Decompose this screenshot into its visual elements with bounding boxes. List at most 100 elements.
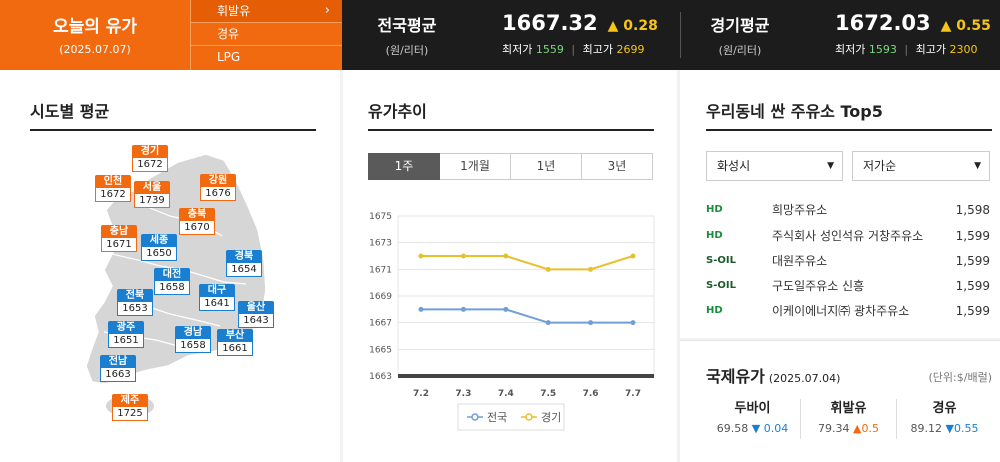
- station-row[interactable]: S-OIL 구도일주유소 신흥 1,599: [706, 273, 990, 299]
- pin-jeonnam[interactable]: 전남 1663: [100, 355, 136, 382]
- pin-ulsan[interactable]: 울산 1643: [238, 301, 274, 328]
- intl-item-name: 두바이: [734, 401, 771, 416]
- data-point: [460, 253, 466, 259]
- legend-marker: [471, 413, 479, 421]
- s-oil-logo-icon: S-OIL: [706, 255, 736, 266]
- tab-1month[interactable]: 1개월: [440, 153, 511, 180]
- caret-down-icon: ▼: [827, 161, 834, 171]
- y-tick-label: 1667: [369, 319, 392, 329]
- chevron-right-icon: ›: [324, 3, 330, 18]
- station-price: 1,599: [955, 304, 990, 318]
- pin-seoul[interactable]: 서울 1739: [134, 181, 170, 208]
- gyeonggi-min-label: 최저가: [835, 43, 866, 56]
- data-point: [418, 253, 424, 259]
- sort-select[interactable]: 저가순 ▼: [852, 151, 990, 181]
- series-line-전국: [421, 308, 633, 324]
- regional-title: 시도별 평균: [30, 102, 110, 121]
- intl-diesel: 경유 89.12 ▼0.55: [897, 397, 992, 435]
- pin-incheon[interactable]: 인천 1672: [95, 175, 131, 202]
- pin-jeju[interactable]: 제주 1725: [112, 394, 148, 421]
- fuel-type-menu: 휘발유 › 경유 LPG: [190, 0, 342, 70]
- cheap-stations-panel: 우리동네 싼 주유소 Top5: [680, 70, 1000, 338]
- x-tick-label: 7.6: [583, 389, 599, 399]
- station-price: 1,599: [955, 254, 990, 268]
- y-tick-label: 1663: [369, 372, 392, 382]
- y-tick-label: 1671: [369, 265, 392, 275]
- regional-panel: 시도별 평균 경기 1672 인천 1672 서울 1739 강원 1676 충북 167…: [0, 70, 340, 462]
- x-tick-label: 7.4: [498, 389, 514, 399]
- legend-marker: [525, 413, 533, 421]
- legend-label: 전국: [487, 411, 507, 424]
- intl-dubai: 두바이 69.58 ▼ 0.04: [705, 397, 800, 435]
- station-name: 희망주유소: [772, 203, 828, 217]
- x-tick-label: 7.5: [540, 389, 556, 399]
- station-row[interactable]: HD 희망주유소 1,598: [706, 197, 990, 223]
- station-name: 이케이에너지㈜ 광차주유소: [772, 304, 910, 318]
- pin-gwangju[interactable]: 광주 1651: [108, 321, 144, 348]
- gyeonggi-change: ▲ 0.55: [940, 18, 991, 34]
- pin-chungbuk[interactable]: 충북 1670: [179, 208, 215, 235]
- intl-item-name: 휘발유: [830, 401, 867, 416]
- station-price: 1,598: [955, 203, 990, 217]
- tab-3year[interactable]: 3년: [582, 153, 653, 180]
- national-change: ▲ 0.28: [607, 18, 658, 34]
- data-point: [630, 320, 636, 326]
- pin-busan[interactable]: 부산 1661: [217, 329, 253, 356]
- data-point: [503, 306, 509, 312]
- s-oil-logo-icon: S-OIL: [706, 280, 736, 291]
- y-tick-label: 1665: [369, 345, 392, 355]
- fuel-tab-gasoline[interactable]: 휘발유 ›: [191, 0, 342, 23]
- data-point: [418, 306, 424, 312]
- national-min-label: 최저가: [502, 43, 533, 56]
- gyeonggi-max: 2300: [949, 43, 978, 56]
- fuel-tab-label: 경유: [217, 27, 240, 41]
- x-tick-label: 7.7: [625, 389, 641, 399]
- pin-gyeongbuk[interactable]: 경북 1654: [226, 250, 262, 277]
- pin-gangwon[interactable]: 강원 1676: [200, 174, 236, 201]
- intl-item-value: 79.34: [818, 422, 850, 435]
- station-row[interactable]: HD 주식회사 성인석유 거창주유소 1,599: [706, 223, 990, 249]
- intl-item-value: 89.12: [910, 422, 943, 435]
- pin-gyeongnam[interactable]: 경남 1658: [175, 326, 211, 353]
- gyeonggi-unit: (원/리터): [718, 44, 762, 57]
- pin-daegu[interactable]: 대구 1641: [199, 284, 235, 311]
- hd-oilbank-logo-icon: HD: [706, 204, 723, 215]
- international-oil-panel: 국제유가 (2025.07.04) (단위:$/배럴) 두바이 69.58 ▼ 0…: [680, 340, 1000, 462]
- pin-chungnam[interactable]: 충남 1671: [101, 225, 137, 252]
- data-point: [545, 320, 551, 326]
- intl-item-name: 경유: [932, 401, 957, 416]
- caret-down-icon: ▼: [974, 161, 981, 171]
- pin-daejeon[interactable]: 대전 1658: [154, 268, 190, 295]
- station-row[interactable]: HD 이케이에너지㈜ 광차주유소 1,599: [706, 298, 990, 324]
- pin-gyeonggi[interactable]: 경기 1672: [132, 145, 168, 172]
- intl-date: (2025.07.04): [768, 372, 841, 385]
- y-tick-label: 1669: [369, 292, 392, 302]
- data-point: [460, 306, 466, 312]
- intl-item-change: ▼ 0.04: [751, 422, 789, 435]
- header-divider: [680, 12, 681, 58]
- series-line-경기: [421, 255, 634, 271]
- region-select-value: 화성시: [717, 159, 751, 173]
- pin-sejong[interactable]: 세종 1650: [141, 234, 177, 261]
- gyeonggi-max-label: 최고가: [915, 43, 946, 56]
- region-select[interactable]: 화성시 ▼: [706, 151, 843, 181]
- tab-1year[interactable]: 1년: [511, 153, 582, 180]
- station-row[interactable]: S-OIL 대원주유소 1,599: [706, 248, 990, 274]
- intl-item-change: ▼0.55: [945, 422, 979, 435]
- brand-title: 오늘의 유가: [52, 17, 138, 37]
- intl-title: 국제유가: [706, 367, 765, 386]
- pin-jeonbuk[interactable]: 전북 1653: [117, 289, 153, 316]
- price-trend-chart: 1663 1665 1667 1669 1671 1673 1675 7.2 7.3 7.4 7.5…: [369, 212, 655, 431]
- national-max-label: 최고가: [582, 43, 613, 56]
- period-tabs: 1주 1개월 1년 3년: [368, 153, 653, 180]
- tab-1week[interactable]: 1주: [368, 153, 440, 180]
- fuel-tab-lpg[interactable]: LPG: [191, 46, 342, 69]
- data-point: [588, 266, 594, 272]
- x-tick-label: 7.3: [455, 389, 471, 399]
- fuel-tab-diesel[interactable]: 경유: [191, 23, 342, 46]
- fuel-tab-label: LPG: [217, 50, 241, 64]
- intl-divider: [896, 399, 897, 439]
- intl-item-change: ▲0.5: [853, 422, 879, 435]
- station-price: 1,599: [955, 229, 990, 243]
- station-name: 구도일주유소 신흥: [772, 279, 865, 293]
